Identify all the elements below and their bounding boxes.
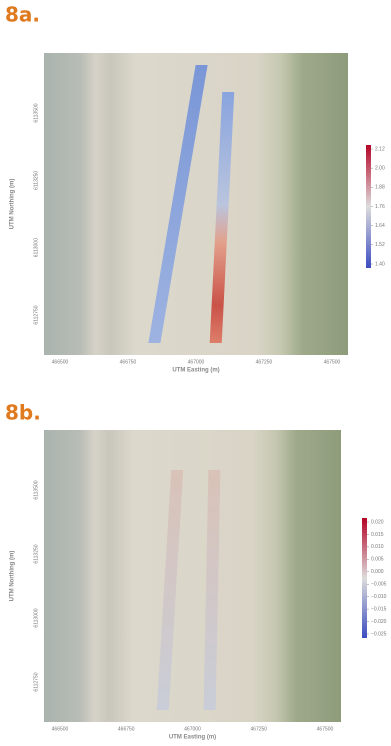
y-tick-label: 6113500 xyxy=(33,103,39,122)
colorbar-tick-label: 1.40 xyxy=(375,261,385,267)
colorbar-tick-label: 0.015 xyxy=(371,532,384,538)
colorbar-tick-label: 1.64 xyxy=(375,223,385,229)
x-axis-label: UTM Easting (m) xyxy=(172,368,219,374)
y-tick-label: 6113250 xyxy=(33,544,39,563)
colorbar-tick-label: 0.020 xyxy=(371,519,384,525)
y-axis-label: UTM Northing (m) xyxy=(10,179,16,230)
x-tick-label: 466750 xyxy=(118,726,135,732)
y-tick-label: 6113250 xyxy=(33,171,39,190)
y-tick-label: 6113500 xyxy=(33,480,39,499)
x-tick-label: 467000 xyxy=(184,726,201,732)
colorbar-tick-label: −0.025 xyxy=(371,631,387,637)
x-tick-label: 467500 xyxy=(324,359,341,365)
colorbar-tick-label: 0.000 xyxy=(371,569,384,575)
colorbar-tick-label: 0.010 xyxy=(371,544,384,550)
colorbar-tick-label: −0.015 xyxy=(371,606,387,612)
x-tick-label: 466500 xyxy=(52,726,69,732)
colorbar-tick-label: −0.005 xyxy=(371,582,387,588)
colorbar xyxy=(366,145,371,268)
colorbar-tick-label: 1.76 xyxy=(375,204,385,210)
y-tick-label: 6112750 xyxy=(33,672,39,691)
x-tick-label: 467000 xyxy=(188,359,205,365)
panel-label: 8b. xyxy=(5,401,41,425)
colorbar-tick-label: 2.12 xyxy=(375,146,385,152)
x-tick-label: 467500 xyxy=(317,726,334,732)
colorbar-tick-label: −0.020 xyxy=(371,619,387,625)
colorbar-tick-label: −0.010 xyxy=(371,594,387,600)
y-tick-label: 6113000 xyxy=(33,608,39,627)
colorbar-tick-label: 1.52 xyxy=(375,242,385,248)
y-tick-label: 6112750 xyxy=(33,305,39,324)
colorbar-tick-label: 2.00 xyxy=(375,165,385,171)
x-tick-label: 467250 xyxy=(256,359,273,365)
x-tick-label: 466750 xyxy=(120,359,137,365)
figure: 8a. 466500 466750 467000 467250 467500 UTM Eas… xyxy=(0,0,391,746)
colorbar xyxy=(362,518,367,638)
x-axis-label: UTM Easting (m) xyxy=(169,735,216,741)
aerial-image xyxy=(44,430,341,722)
x-tick-label: 466500 xyxy=(52,359,69,365)
colorbar-tick-label: 1.88 xyxy=(375,185,385,191)
panel-label: 8a. xyxy=(5,3,40,27)
x-tick-label: 467250 xyxy=(250,726,267,732)
y-axis-label: UTM Northing (m) xyxy=(10,551,16,602)
colorbar-tick-label: 0.005 xyxy=(371,557,384,563)
y-tick-label: 6113000 xyxy=(33,238,39,257)
